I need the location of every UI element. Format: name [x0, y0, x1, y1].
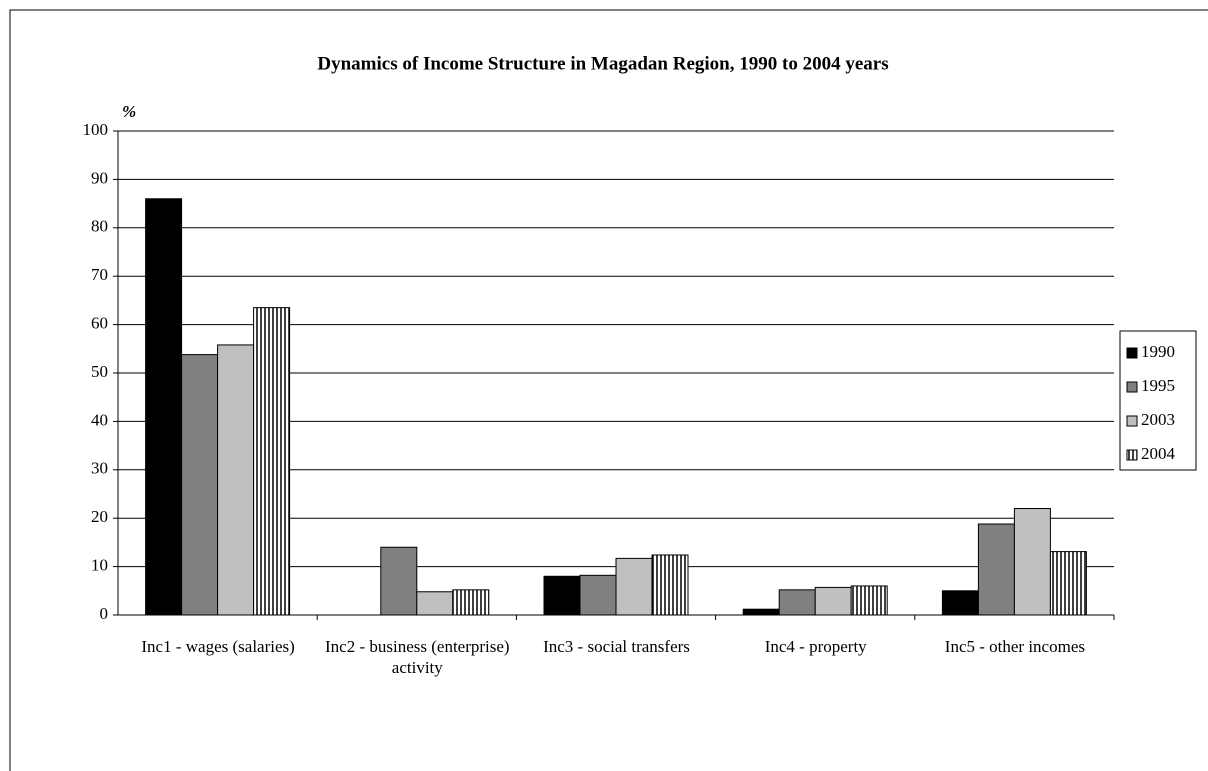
x-tick-label: Inc3 - social transfers	[543, 637, 690, 656]
bar	[452, 589, 490, 616]
y-tick-label: 30	[91, 459, 108, 478]
legend-swatch	[1126, 449, 1138, 461]
y-tick-label: 80	[91, 217, 108, 236]
bar	[651, 554, 689, 616]
y-tick-label: 40	[91, 410, 108, 429]
legend-label: 2003	[1141, 410, 1175, 429]
bar	[615, 557, 653, 616]
bar	[217, 344, 255, 616]
y-tick-label: 20	[91, 507, 108, 526]
legend-label: 1990	[1141, 342, 1175, 361]
bar	[253, 307, 291, 616]
bar	[1013, 508, 1051, 616]
x-tick-label: Inc2 - business (enterprise) activity	[325, 637, 510, 677]
y-axis-label: %	[122, 102, 136, 121]
bar	[850, 585, 888, 616]
bar	[579, 574, 617, 616]
legend-swatch	[1126, 381, 1138, 393]
x-tick-label: Inc4 - property	[764, 637, 867, 656]
chart-title: Dynamics of Income Structure in Magadan …	[317, 53, 888, 74]
legend-label: 1995	[1141, 376, 1175, 395]
legend-label: 2004	[1141, 444, 1176, 463]
y-tick-label: 100	[83, 120, 109, 139]
bar	[181, 354, 219, 616]
y-tick-label: 60	[91, 314, 108, 333]
x-tick-label: Inc1 - wages (salaries)	[141, 637, 295, 656]
chart-border	[9, 9, 1208, 771]
bar	[941, 590, 979, 616]
bar	[1049, 551, 1087, 616]
bar	[778, 589, 816, 616]
bar	[543, 575, 581, 616]
x-tick-label: Inc5 - other incomes	[944, 637, 1085, 656]
y-tick-label: 50	[91, 362, 108, 381]
bar	[814, 586, 852, 616]
y-tick-label: 70	[91, 265, 108, 284]
bar	[742, 608, 780, 616]
y-tick-label: 0	[100, 604, 109, 623]
bar	[416, 591, 454, 616]
legend-swatch	[1126, 347, 1138, 359]
legend-swatch	[1126, 415, 1138, 427]
y-tick-label: 10	[91, 556, 108, 575]
y-tick-label: 90	[91, 168, 108, 187]
bar	[977, 523, 1015, 616]
bar	[380, 546, 418, 616]
bar	[145, 198, 183, 616]
